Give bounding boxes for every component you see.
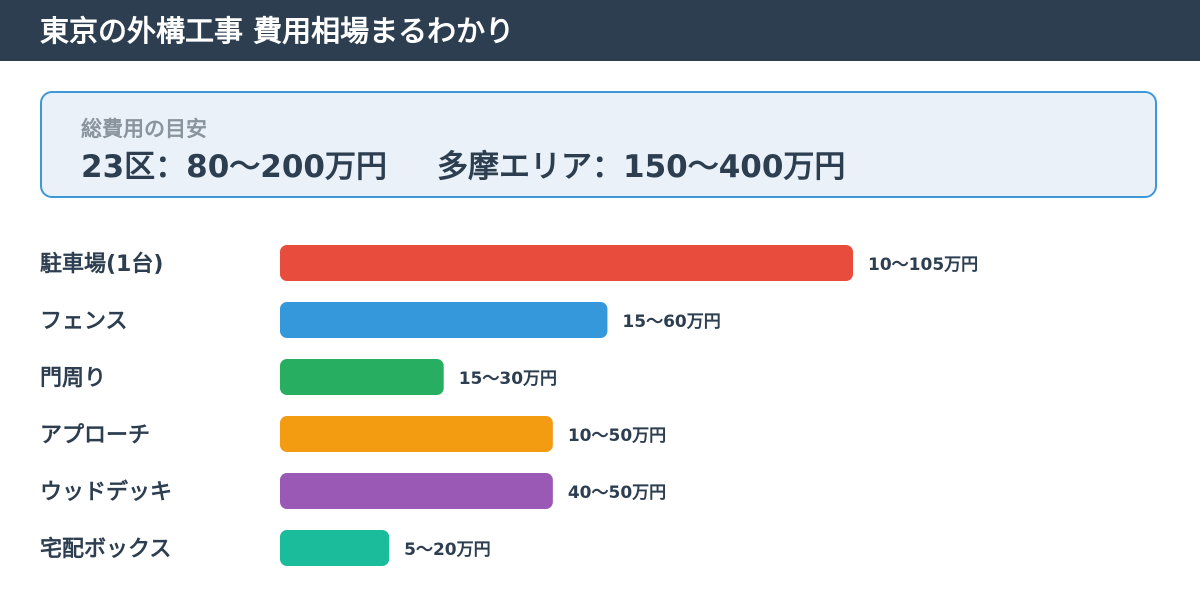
category-label: アプローチ (40, 423, 150, 448)
summary-tama-value: 多摩エリア：150〜400万円 (437, 149, 846, 185)
category-label: 門周り (40, 366, 106, 391)
category-label: 宅配ボックス (40, 536, 171, 562)
bar (280, 245, 853, 281)
bar (280, 530, 390, 566)
category-label: ウッドデッキ (40, 479, 172, 505)
value-label: 10〜50万円 (568, 426, 666, 446)
bar (280, 473, 553, 509)
page-title: 東京の外構工事 費用相場まるわかり (40, 14, 515, 48)
bar (280, 416, 553, 452)
category-label: フェンス (40, 309, 128, 334)
value-label: 5〜20万円 (404, 540, 491, 560)
value-label: 40〜50万円 (568, 483, 666, 503)
value-label: 15〜60万円 (622, 312, 720, 332)
summary-label: 総費用の目安 (81, 117, 207, 141)
summary-23ku-value: 23区：80〜200万円 (81, 149, 387, 185)
value-label: 10〜105万円 (868, 255, 978, 275)
category-label: 駐車場(1台) (40, 251, 163, 277)
bar (280, 359, 444, 395)
value-label: 15〜30万円 (459, 369, 557, 389)
bar (280, 302, 608, 338)
summary-box: 総費用の目安 23区：80〜200万円 多摩エリア：150〜400万円 (40, 91, 1157, 198)
header-bar: 東京の外構工事 費用相場まるわかり (0, 0, 1200, 61)
